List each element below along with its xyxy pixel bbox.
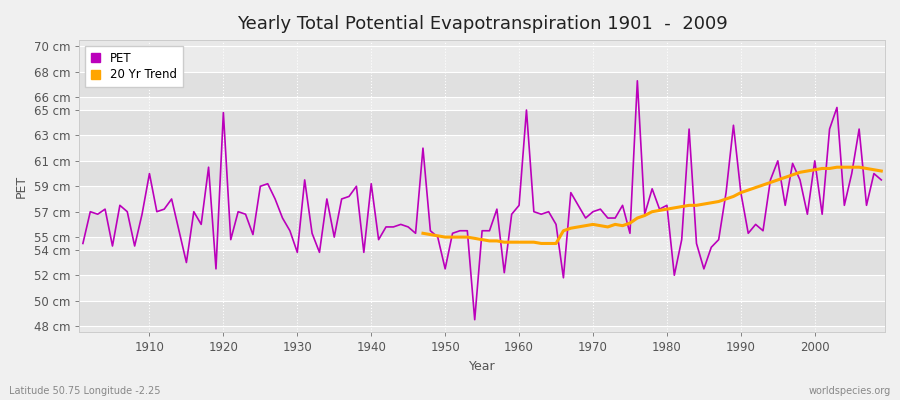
PET <box>344 194 355 199</box>
Bar <box>79 161 885 186</box>
20 Yr Trend <box>868 167 879 172</box>
PET <box>77 241 88 246</box>
Bar <box>79 250 885 275</box>
Bar <box>79 72 885 97</box>
Bar <box>79 97 885 110</box>
Bar <box>79 186 885 212</box>
Title: Yearly Total Potential Evapotranspiration 1901  -  2009: Yearly Total Potential Evapotranspiratio… <box>237 15 727 33</box>
PET <box>610 216 621 220</box>
PET <box>521 108 532 112</box>
Bar <box>79 136 885 161</box>
20 Yr Trend <box>551 241 562 246</box>
Line: PET: PET <box>83 81 881 320</box>
20 Yr Trend <box>639 213 650 218</box>
20 Yr Trend <box>536 241 546 246</box>
PET <box>469 317 480 322</box>
Bar <box>79 110 885 136</box>
PET <box>514 203 525 208</box>
Bar <box>79 212 885 237</box>
20 Yr Trend <box>876 169 886 174</box>
20 Yr Trend <box>654 208 665 213</box>
Line: 20 Yr Trend: 20 Yr Trend <box>423 167 881 244</box>
PET <box>300 178 310 182</box>
Text: Latitude 50.75 Longitude -2.25: Latitude 50.75 Longitude -2.25 <box>9 386 160 396</box>
20 Yr Trend <box>418 231 428 236</box>
PET <box>632 78 643 83</box>
20 Yr Trend <box>832 165 842 170</box>
20 Yr Trend <box>742 188 753 192</box>
Bar <box>79 275 885 301</box>
PET <box>137 212 148 217</box>
20 Yr Trend <box>565 226 576 231</box>
X-axis label: Year: Year <box>469 360 495 373</box>
Legend: PET, 20 Yr Trend: PET, 20 Yr Trend <box>86 46 183 87</box>
Bar <box>79 46 885 72</box>
Text: worldspecies.org: worldspecies.org <box>809 386 891 396</box>
Bar <box>79 237 885 250</box>
Y-axis label: PET: PET <box>15 175 28 198</box>
PET <box>876 178 886 182</box>
Bar <box>79 301 885 326</box>
